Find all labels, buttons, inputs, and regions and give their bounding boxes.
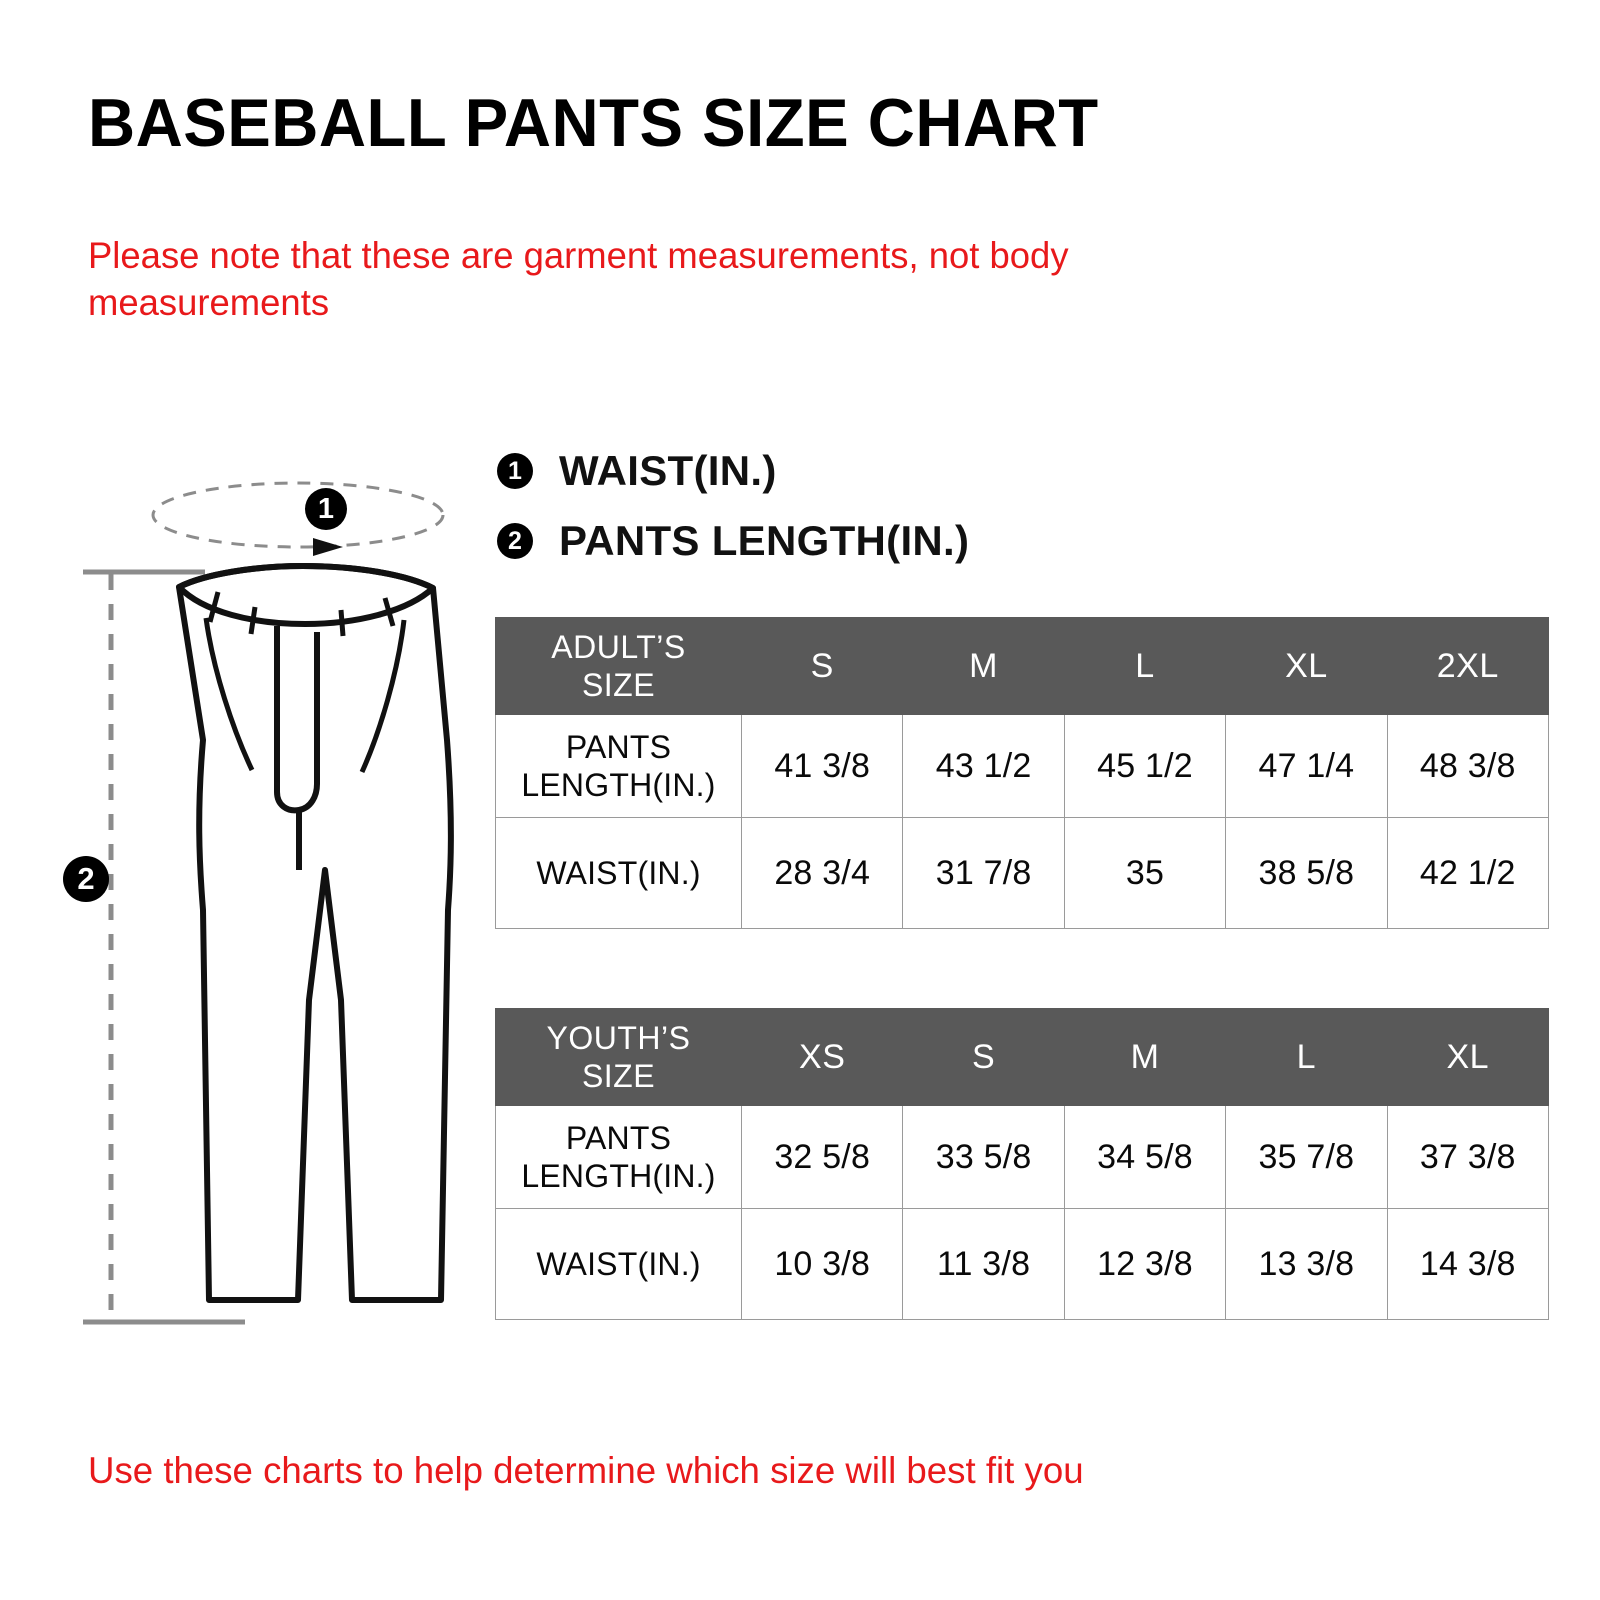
adult-col-xl: XL <box>1225 617 1388 715</box>
youth-pants-length-l: 35 7/8 <box>1225 1105 1388 1209</box>
adult-col-m: M <box>902 617 1065 715</box>
pants-fly <box>274 626 320 870</box>
adult-col-s: S <box>740 617 904 715</box>
page-title: BASEBALL PANTS SIZE CHART <box>88 85 1099 161</box>
youth-pants-length-label: PANTS LENGTH(IN.) <box>495 1105 742 1209</box>
youth-pants-length-m: 34 5/8 <box>1063 1105 1227 1209</box>
waist-measure-arrow <box>313 538 343 556</box>
adult-pants-length-2xl: 48 3/8 <box>1386 714 1549 818</box>
legend-label-waist: WAIST(IN.) <box>559 447 777 494</box>
adult-pants-length-m: 43 1/2 <box>902 714 1065 818</box>
waist-measure-ellipse <box>151 481 445 549</box>
youth-pants-length-label-line1: PANTS <box>565 1120 672 1156</box>
adult-size-header-line2: SIZE <box>581 667 656 703</box>
adult-waist-l: 35 <box>1063 817 1227 929</box>
adult-waist-2xl: 42 1/2 <box>1386 817 1549 929</box>
youth-col-l: L <box>1225 1008 1388 1106</box>
youth-waist-m: 12 3/8 <box>1063 1208 1227 1320</box>
youth-size-table: YOUTH’S SIZE XS S M L XL PANTS LENGTH(IN… <box>495 1008 1549 1320</box>
legend-item-pants-length: 2 PANTS LENGTH(IN.) <box>497 510 1197 572</box>
youth-size-header-line1: YOUTH’S <box>546 1020 691 1056</box>
youth-size-header-line2: SIZE <box>581 1058 656 1094</box>
table-row: WAIST(IN.) 10 3/8 11 3/8 12 3/8 13 3/8 1… <box>495 1208 1549 1320</box>
legend-badge-2: 2 <box>497 523 533 559</box>
adult-table-header-row: ADULT’S SIZE S M L XL 2XL <box>495 617 1549 715</box>
legend-label-pants-length: PANTS LENGTH(IN.) <box>559 517 970 564</box>
adult-waist-label: WAIST(IN.) <box>495 817 742 929</box>
length-marker-badge: 2 <box>63 856 109 902</box>
adult-size-table: ADULT’S SIZE S M L XL 2XL PANTS LENGTH(I… <box>495 617 1549 929</box>
adult-waist-xl: 38 5/8 <box>1225 817 1388 929</box>
youth-col-m: M <box>1063 1008 1227 1106</box>
youth-size-header: YOUTH’S SIZE <box>495 1008 742 1106</box>
size-guidance-note: Use these charts to help determine which… <box>88 1450 1084 1491</box>
adult-size-header-line1: ADULT’S <box>551 629 686 665</box>
youth-waist-xs: 10 3/8 <box>740 1208 904 1320</box>
youth-pants-length-label-line2: LENGTH(IN.) <box>521 1158 716 1194</box>
table-row: PANTS LENGTH(IN.) 41 3/8 43 1/2 45 1/2 4… <box>495 714 1549 818</box>
adult-pants-length-label-line2: LENGTH(IN.) <box>521 767 716 803</box>
youth-pants-length-xs: 32 5/8 <box>740 1105 904 1209</box>
adult-pants-length-label-line1: PANTS <box>565 729 672 765</box>
youth-waist-xl: 14 3/8 <box>1386 1208 1549 1320</box>
adult-size-header: ADULT’S SIZE <box>495 617 742 715</box>
youth-col-xl: XL <box>1386 1008 1549 1106</box>
pants-waistband <box>176 563 436 627</box>
youth-pants-length-s: 33 5/8 <box>902 1105 1065 1209</box>
measurement-legend: 1 WAIST(IN.) 2 PANTS LENGTH(IN.) <box>497 440 1197 580</box>
adult-pants-length-xl: 47 1/4 <box>1225 714 1388 818</box>
youth-col-xs: XS <box>740 1008 904 1106</box>
adult-pants-length-label: PANTS LENGTH(IN.) <box>495 714 742 818</box>
table-row: PANTS LENGTH(IN.) 32 5/8 33 5/8 34 5/8 3… <box>495 1105 1549 1209</box>
adult-col-l: L <box>1063 617 1227 715</box>
garment-measurement-note: Please note that these are garment measu… <box>88 235 1069 323</box>
youth-waist-s: 11 3/8 <box>902 1208 1065 1320</box>
legend-badge-1: 1 <box>497 453 533 489</box>
youth-table-header-row: YOUTH’S SIZE XS S M L XL <box>495 1008 1549 1106</box>
pants-pocket-seams <box>203 617 407 774</box>
adult-pants-length-s: 41 3/8 <box>740 714 904 818</box>
youth-waist-l: 13 3/8 <box>1225 1208 1388 1320</box>
youth-pants-length-xl: 37 3/8 <box>1386 1105 1549 1209</box>
legend-item-waist: 1 WAIST(IN.) <box>497 440 1197 502</box>
belt-loops <box>207 591 396 637</box>
adult-pants-length-l: 45 1/2 <box>1063 714 1227 818</box>
youth-waist-label: WAIST(IN.) <box>495 1208 742 1320</box>
pants-illustration: 1 2 <box>55 440 475 1340</box>
adult-waist-m: 31 7/8 <box>902 817 1065 929</box>
table-row: WAIST(IN.) 28 3/4 31 7/8 35 38 5/8 42 1/… <box>495 817 1549 929</box>
pants-diagram-svg <box>83 481 454 1325</box>
adult-col-2xl: 2XL <box>1386 617 1549 715</box>
waist-marker-badge: 1 <box>305 488 347 530</box>
adult-waist-s: 28 3/4 <box>740 817 904 929</box>
youth-col-s: S <box>902 1008 1065 1106</box>
